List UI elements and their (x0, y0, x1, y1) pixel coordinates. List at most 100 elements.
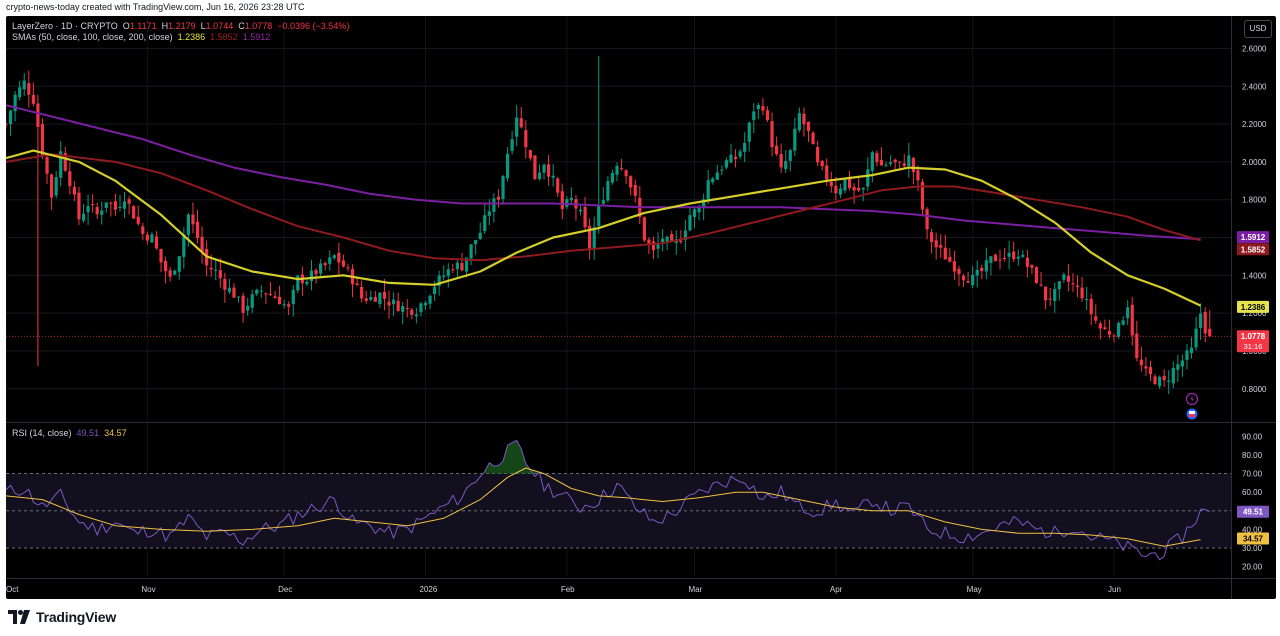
candle-body (629, 176, 633, 188)
sma-legend-label[interactable]: SMAs (50, close, 100, close, 200, close) (12, 32, 173, 42)
candle-body (934, 240, 938, 248)
price-tick-label: 2.2000 (1242, 120, 1267, 129)
candle-body (268, 293, 273, 295)
candle-body (132, 206, 136, 219)
candle-body (852, 186, 856, 191)
candle-body (925, 209, 929, 230)
candle-body (902, 163, 906, 167)
candle-body (688, 215, 692, 231)
sma50-badge: 1.2386 (1237, 300, 1269, 313)
candle-body (77, 192, 81, 220)
close-value: 1.0778 (244, 21, 273, 31)
candle-body (524, 130, 528, 148)
candle-body (1002, 257, 1007, 259)
sma100-line (6, 153, 1201, 262)
candle-body (1112, 335, 1116, 337)
candle-body (232, 287, 236, 298)
candle-body (159, 248, 163, 263)
candle-body (122, 201, 127, 209)
candle-body (989, 256, 993, 263)
candle-body (1094, 316, 1098, 321)
candle-body (519, 118, 523, 128)
candle-body (81, 213, 86, 221)
candle-body (957, 268, 961, 275)
price-tick-label: 0.8000 (1242, 385, 1267, 394)
candle-body (806, 121, 811, 131)
candle-body (492, 198, 496, 212)
rsi-tick-label: 40.00 (1242, 525, 1263, 534)
sma-legend[interactable]: SMAs (50, close, 100, close, 200, close)… (12, 32, 270, 42)
candle-body (551, 175, 555, 178)
tradingview-logo[interactable]: TradingView (8, 609, 116, 625)
candle-body (1075, 285, 1080, 287)
candle-body (446, 269, 450, 277)
candle-body (287, 304, 291, 307)
rsi-legend-label[interactable]: RSI (14, close) (12, 428, 72, 438)
candle-body (63, 152, 67, 171)
rsi-background (6, 473, 1231, 549)
candle-body (437, 275, 441, 286)
candle-body (1012, 251, 1016, 260)
candle-body (474, 240, 478, 245)
candle-body (1021, 254, 1025, 257)
price-tick-label: 1.4000 (1242, 271, 1267, 280)
candle-body (18, 87, 22, 98)
flag-icon[interactable] (1186, 408, 1198, 420)
candle-body (980, 267, 984, 272)
candle-body (1158, 376, 1162, 387)
candle-body (22, 80, 26, 90)
candle-body (1135, 333, 1139, 359)
candle-body (428, 295, 432, 304)
candle-body (661, 238, 665, 243)
candle-body (597, 205, 601, 226)
candle-body (218, 270, 222, 279)
candle-body (45, 157, 49, 174)
candle-body (601, 200, 605, 204)
candle-body (784, 161, 788, 170)
candle-body (246, 305, 250, 311)
candle-body (537, 172, 542, 179)
candle-body (1030, 265, 1034, 268)
chart-canvas[interactable]: 2.60002.40002.20002.00001.80001.60001.40… (6, 16, 1276, 599)
candle-body (186, 214, 190, 235)
candle-body (619, 168, 624, 170)
candle-body (998, 259, 1002, 261)
candle-body (150, 234, 154, 243)
candle-body (118, 206, 122, 208)
sma50-value: 1.2386 (177, 32, 206, 42)
candle-body (1126, 307, 1130, 319)
currency-button[interactable]: USD (1244, 20, 1272, 38)
candle-body (209, 267, 213, 270)
candle-body (765, 110, 770, 120)
candle-body (241, 295, 245, 313)
time-tick-label: Dec (278, 585, 292, 594)
rsi-legend[interactable]: RSI (14, close) 49.51 34.57 (12, 428, 127, 438)
candle-body (433, 286, 437, 294)
price-tick-label: 1.2000 (1242, 309, 1267, 318)
candle-body (569, 197, 573, 201)
candle-body (729, 154, 733, 163)
candle-body (250, 294, 254, 308)
candle-body (305, 281, 309, 285)
alert-icon[interactable] (1185, 392, 1199, 406)
candle-body (743, 142, 747, 152)
candle-body (866, 169, 870, 187)
low-value: 1.0744 (205, 21, 234, 31)
caption-text: crypto-news-today created with TradingVi… (6, 2, 305, 12)
candle-body (168, 270, 172, 277)
candle-body (793, 128, 797, 151)
candle-body (920, 181, 925, 210)
candle-body (738, 151, 742, 157)
candle-body (195, 221, 200, 238)
symbol-title[interactable]: LayerZero · 1D · CRYPTO (12, 21, 118, 31)
candle-body (1085, 299, 1089, 301)
symbol-legend[interactable]: LayerZero · 1D · CRYPTO O1.1171 H1.2179 … (12, 21, 349, 31)
rsi-overbought-fill (484, 440, 540, 474)
candle-body (200, 236, 204, 252)
candle-body (223, 278, 227, 290)
chart-container[interactable]: 2.60002.40002.20002.00001.80001.60001.40… (6, 16, 1276, 599)
candle-body (733, 156, 738, 160)
candle-body (679, 240, 683, 243)
candle-body (1107, 330, 1112, 335)
